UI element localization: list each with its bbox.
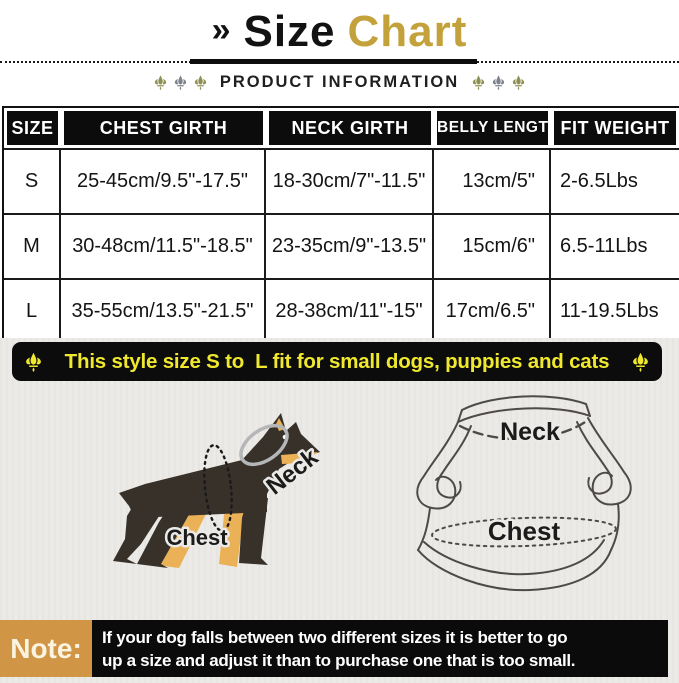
table-row-l: L 35-55cm/13.5"-21.5" 28-38cm/11"-15" 17… [4,278,679,343]
note-text-line1: If your dog falls between two different … [102,627,568,647]
product-information-heading: PRODUCT INFORMATION [0,70,679,94]
cell-chest: 35-55cm/13.5"-21.5" [61,278,266,343]
dog-far-hind-leg [155,504,211,568]
note-text-line2: up a size and adjust it than to purchase… [102,650,576,670]
chevron-right-icon: » [211,10,232,49]
cell-weight: 6.5-11Lbs [551,213,679,278]
table-row-m: M 30-48cm/11.5"-18.5" 23-35cm/9"-13.5" 1… [4,213,679,278]
fleur-de-lis-icon [25,352,42,372]
title-word-chart: Chart [347,7,468,56]
harness-collar-inner [457,407,591,423]
dog-rear-leg [113,506,163,564]
harness-left-strap-inner [436,425,472,499]
column-header-fit-weight: FIT WEIGHT [551,108,679,148]
fleur-de-lis-icon [492,75,505,90]
fleur-de-lis-icon [472,75,485,90]
dog-body [119,413,320,518]
note-bar: Note: If your dog falls between two diff… [0,620,679,677]
fleur-de-lis-icon [154,75,167,90]
cell-weight: 11-19.5Lbs [551,278,679,343]
cell-weight: 2-6.5Lbs [551,148,679,213]
harness-right-strap-inner [576,421,613,495]
harness-hem-outer [417,549,612,592]
cell-size: S [4,148,61,213]
page-title: » Size Chart [0,6,679,58]
column-header-size: SIZE [4,108,61,148]
cell-neck: 23-35cm/9"-13.5" [266,213,434,278]
harness-left-strap-outer [416,421,459,510]
table-row-s: S 25-45cm/9.5"-17.5" 18-30cm/7"-11.5" 13… [4,148,679,213]
harness-neck-label: Neck [500,418,560,446]
fleur-de-lis-icon [632,352,649,372]
cell-belly: 17cm/6.5" [434,278,551,343]
fleur-de-lis-icon [194,75,207,90]
harness-right-side [610,503,620,551]
column-header-chest-girth: CHEST GIRTH [61,108,266,148]
dog-chest-label: Chest [166,525,228,550]
chest-measure-ring [203,444,233,532]
fit-banner-text: This style size S to L fit for small dog… [64,349,610,373]
note-text: If your dog falls between two different … [92,620,668,677]
note-label: Note: [0,620,92,677]
dog-front-leg [239,498,268,565]
cell-neck: 28-38cm/11"-15" [266,278,434,343]
title-word-size: Size [243,7,336,56]
table-header-row: SIZE CHEST GIRTH NECK GIRTH BELLY LENGTH… [4,108,679,148]
cell-belly: 13cm/5" [434,148,551,213]
size-table: SIZE CHEST GIRTH NECK GIRTH BELLY LENGTH… [2,106,679,345]
column-header-neck-girth: NECK GIRTH [266,108,434,148]
harness-collar-ends [457,403,591,423]
product-information-label: PRODUCT INFORMATION [219,72,460,91]
harness-measurement-diagram: Neck Chest [416,395,632,592]
solid-divider [190,59,477,64]
cell-chest: 30-48cm/11.5"-18.5" [61,213,266,278]
cell-chest: 25-45cm/9.5"-17.5" [61,148,266,213]
harness-hem-inner [423,539,605,576]
dog-muzzle [281,452,318,464]
harness-collar-outer [461,395,587,411]
fit-banner: This style size S to L fit for small dog… [12,342,662,381]
cell-neck: 18-30cm/7"-11.5" [266,148,434,213]
dog-measurement-diagram: Neck Chest [113,413,326,568]
harness-chest-label: Chest [488,516,561,546]
cell-size: L [4,278,61,343]
neck-measure-ring [239,423,289,467]
column-header-belly-length: BELLY LENGTH [434,108,551,148]
dog-hind-leg [137,504,195,568]
cell-belly: 15cm/6" [434,213,551,278]
measurement-diagrams: Neck Chest [0,388,679,614]
harness-right-strap-outer [587,417,632,506]
dog-far-front-leg [219,504,245,567]
cell-size: M [4,213,61,278]
harness-left-side [417,507,431,551]
harness-neck-dashed-line [458,418,590,441]
fleur-de-lis-icon [512,75,525,90]
fleur-de-lis-icon [174,75,187,90]
harness-chest-dashed-ring [431,516,617,548]
